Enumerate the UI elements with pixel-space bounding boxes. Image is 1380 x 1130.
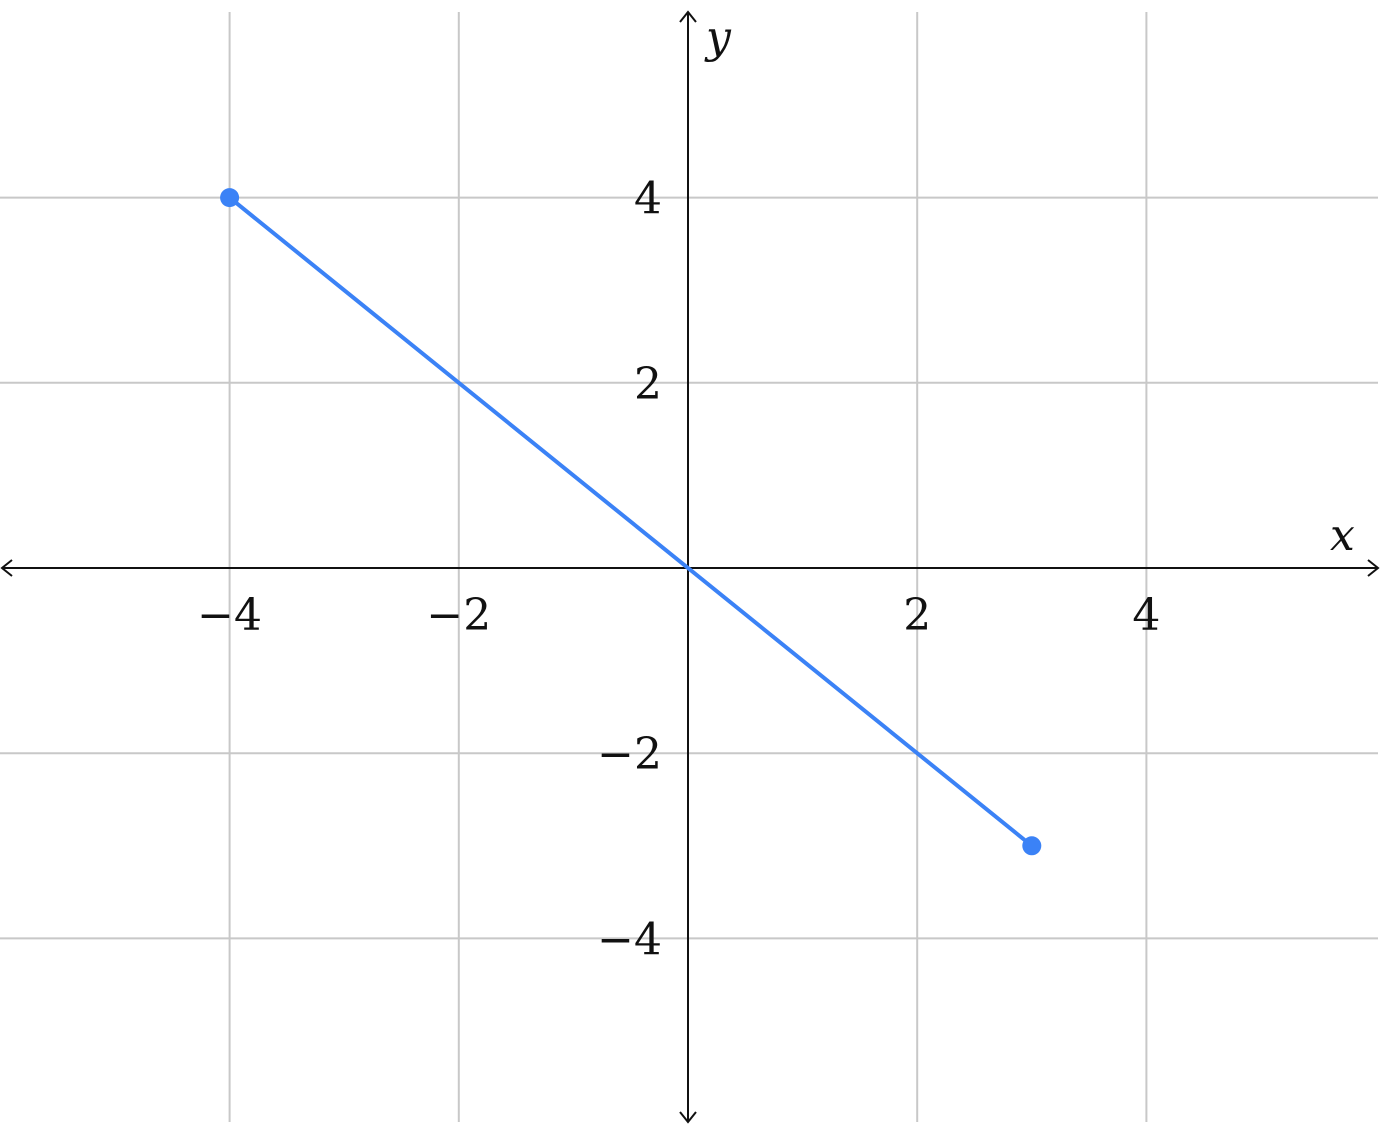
axes xyxy=(0,10,1380,1124)
series xyxy=(220,188,1042,856)
y-tick-label: 2 xyxy=(634,359,662,410)
x-axis-right-arrow-icon xyxy=(1367,559,1380,577)
x-axis-left-arrow-icon xyxy=(0,559,13,577)
x-tick-label: −2 xyxy=(426,590,491,641)
y-tick-label: −4 xyxy=(597,914,662,965)
line-segment xyxy=(227,195,1034,848)
x-axis-label: x xyxy=(1330,510,1355,561)
x-tick-label: 2 xyxy=(903,590,931,641)
tick-labels: −4 −2 2 4 −4 −2 2 4 xyxy=(197,174,1160,966)
x-tick-label: −4 xyxy=(197,590,262,641)
endpoint-marker xyxy=(1022,836,1042,856)
y-axis-label: y xyxy=(704,12,732,63)
y-tick-label: 4 xyxy=(634,174,662,225)
y-axis-bottom-arrow-icon xyxy=(679,1111,697,1124)
x-tick-label: 4 xyxy=(1132,590,1160,641)
endpoint-marker xyxy=(220,188,240,208)
y-axis-top-arrow-icon xyxy=(679,10,697,23)
y-tick-label: −2 xyxy=(597,729,662,780)
